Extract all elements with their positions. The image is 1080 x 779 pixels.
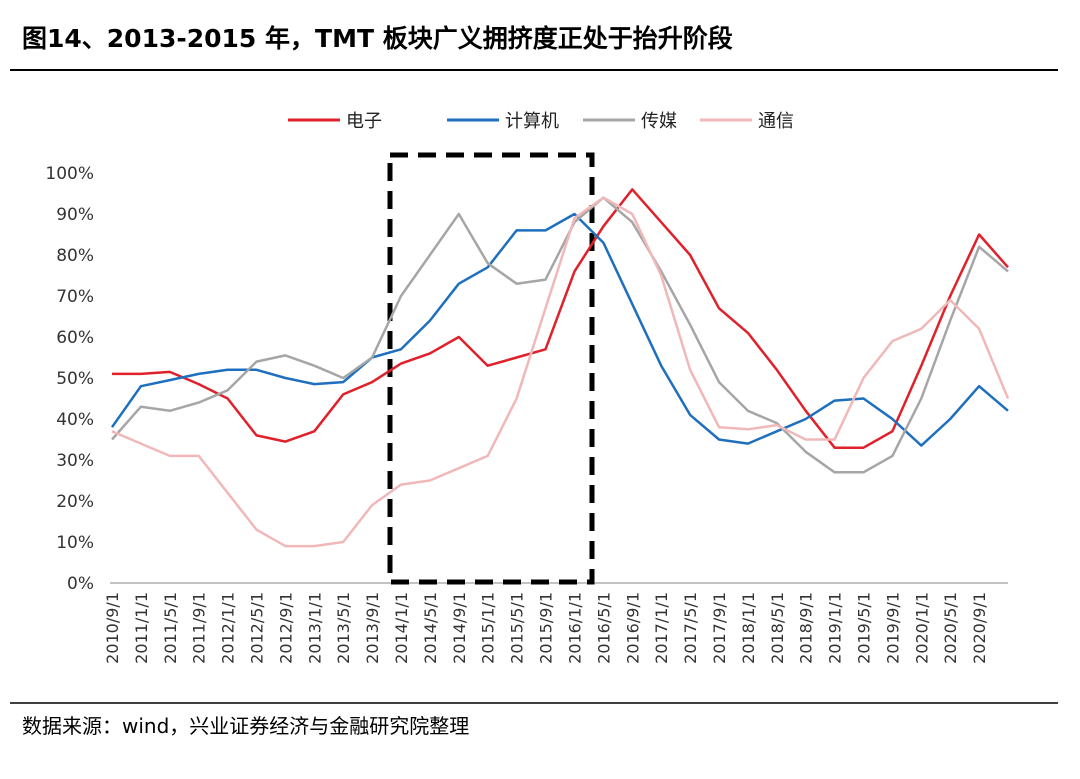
x-tick-label: 2015/5/1 [508,592,527,664]
chart-title: 图14、2013-2015 年，TMT 板块广义拥挤度正处于抬升阶段 [22,24,733,53]
highlight-box [387,152,595,585]
x-tick-label: 2019/9/1 [883,592,902,664]
y-tick-label: 70% [56,287,94,307]
y-tick-label: 60% [56,328,94,348]
x-tick-label: 2020/1/1 [912,592,931,664]
x-tick-label: 2015/1/1 [479,592,498,664]
x-tick-label: 2012/9/1 [276,592,295,664]
x-tick-label: 2011/5/1 [161,592,180,664]
x-tick-label: 2017/1/1 [652,592,671,664]
x-tick-label: 2018/5/1 [768,592,787,664]
x-tick-label: 2018/1/1 [739,592,758,664]
legend-label: 计算机 [505,111,559,132]
y-tick-label: 20% [56,492,94,512]
y-tick-label: 90% [56,205,94,225]
x-tick-label: 2013/9/1 [363,592,382,664]
y-tick-label: 30% [56,451,94,471]
x-tick-label: 2012/1/1 [219,592,238,664]
x-tick-label: 2019/5/1 [854,592,873,664]
y-tick-label: 0% [67,574,94,594]
x-tick-label: 2016/9/1 [623,592,642,664]
series-line [110,212,1009,447]
x-tick-label: 2016/1/1 [565,592,584,664]
series-line [111,196,1009,474]
x-tick-label: 2011/9/1 [190,592,209,664]
x-tick-label: 2014/9/1 [450,592,469,664]
x-tick-label: 2019/1/1 [826,592,845,664]
x-tick-label: 2014/5/1 [421,592,440,664]
y-tick-label: 40% [56,410,94,430]
x-tick-label: 2018/9/1 [797,592,816,664]
legend-label: 通信 [758,111,794,132]
y-tick-label: 50% [56,369,94,389]
legend-label: 传媒 [641,111,677,132]
x-tick-label: 2014/1/1 [392,592,411,664]
source-note: 数据来源：wind，兴业证券经济与金融研究院整理 [22,714,469,738]
x-tick-label: 2020/5/1 [941,592,960,664]
x-tick-label: 2016/5/1 [594,592,613,664]
x-tick-label: 2020/9/1 [970,592,989,664]
y-tick-label: 100% [45,164,94,184]
y-tick-label: 80% [56,246,94,266]
x-tick-label: 2012/5/1 [248,592,267,664]
x-tick-label: 2017/9/1 [710,592,729,664]
y-tick-label: 10% [56,533,94,553]
x-tick-label: 2015/9/1 [537,592,556,664]
series-line [112,188,1009,449]
x-tick-label: 2011/1/1 [132,592,151,664]
series-line [111,196,1010,548]
x-tick-label: 2013/5/1 [334,592,353,664]
x-tick-label: 2010/9/1 [103,592,122,664]
x-tick-label: 2013/1/1 [305,592,324,664]
x-tick-label: 2017/5/1 [681,592,700,664]
legend-label: 电子 [346,111,382,132]
